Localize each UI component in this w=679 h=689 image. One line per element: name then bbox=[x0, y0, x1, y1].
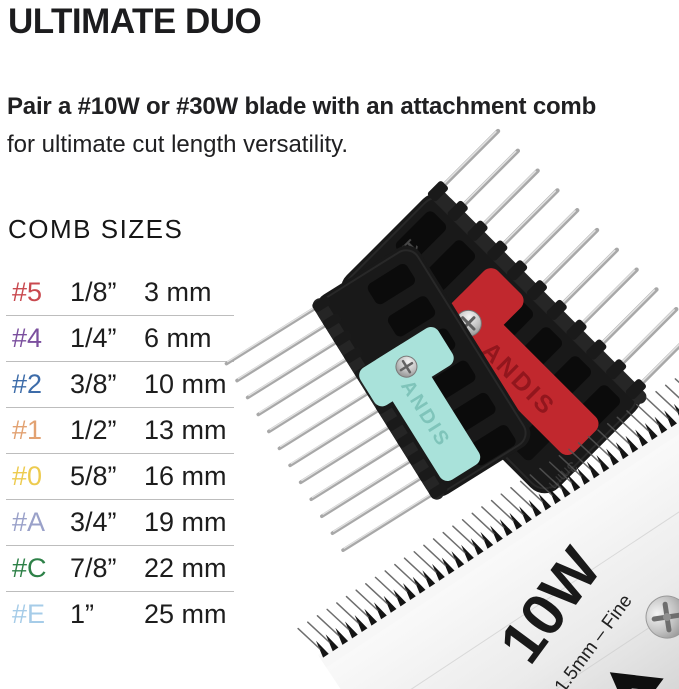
comb-size-row: #E 1” 25 mm bbox=[6, 592, 234, 637]
comb-size-row: #0 5/8” 16 mm bbox=[6, 454, 234, 500]
small-comb-screw-icon bbox=[395, 355, 418, 378]
comb-number: #4 bbox=[12, 323, 43, 353]
comb-number: #1 bbox=[12, 415, 43, 445]
comb-number: #5 bbox=[12, 277, 43, 307]
comb-size-inches: 1” bbox=[70, 599, 95, 629]
large-comb-mm-marking: 3mm bbox=[545, 458, 581, 494]
comb-size-row: #C 7/8” 22 mm bbox=[6, 546, 234, 592]
large-comb-body bbox=[340, 193, 642, 494]
comb-size-mm: 22 mm bbox=[144, 553, 227, 583]
large-comb-inch-marking: 1/8 bbox=[389, 234, 423, 268]
small-comb-teeth bbox=[224, 306, 434, 552]
comb-sizes-heading: COMB SIZES bbox=[8, 214, 184, 244]
small-comb: ANDIS bbox=[224, 245, 531, 552]
blade: 10W 1.5mm – Fine bbox=[297, 362, 679, 689]
comb-size-row: #4 1/4” 6 mm bbox=[6, 316, 234, 362]
comb-size-mm: 3 mm bbox=[144, 277, 212, 307]
comb-size-mm: 16 mm bbox=[144, 461, 227, 491]
comb-number: #2 bbox=[12, 369, 43, 399]
andis-logo-mark bbox=[609, 672, 664, 689]
small-comb-clip bbox=[359, 327, 481, 481]
large-comb-teeth bbox=[435, 128, 679, 392]
comb-number: #0 bbox=[12, 461, 43, 491]
large-comb-clip bbox=[413, 268, 599, 456]
small-comb-brand-text: ANDIS bbox=[396, 376, 454, 451]
comb-size-mm: 13 mm bbox=[144, 415, 227, 445]
page-title: ULTIMATE DUO bbox=[8, 2, 262, 41]
comb-size-mm: 10 mm bbox=[144, 369, 227, 399]
comb-number: #A bbox=[12, 507, 46, 537]
comb-size-mm: 25 mm bbox=[144, 599, 227, 629]
comb-size-inches: 1/2” bbox=[70, 415, 117, 445]
blade-screw-icon bbox=[645, 595, 679, 639]
comb-number: #C bbox=[12, 553, 47, 583]
comb-size-inches: 3/4” bbox=[70, 507, 117, 537]
comb-number: #E bbox=[12, 599, 46, 629]
blade-size-label: 10W bbox=[487, 536, 614, 675]
blade-body bbox=[318, 362, 679, 689]
large-comb-screw-icon bbox=[454, 309, 482, 337]
blade-spec-label: 1.5mm – Fine bbox=[551, 591, 637, 689]
comb-size-inches: 5/8” bbox=[70, 461, 117, 491]
comb-size-mm: 6 mm bbox=[144, 323, 212, 353]
large-comb-brand-text: ANDIS bbox=[476, 337, 561, 422]
comb-size-row: #2 3/8” 10 mm bbox=[6, 362, 234, 408]
intro-text: Pair a #10W or #30W blade with an attach… bbox=[7, 88, 596, 164]
intro-line1: Pair a #10W or #30W blade with an attach… bbox=[7, 93, 597, 120]
comb-size-inches: 1/4” bbox=[70, 323, 117, 353]
comb-size-row: #A 3/4” 19 mm bbox=[6, 500, 234, 546]
comb-size-inches: 1/8” bbox=[70, 277, 117, 307]
comb-size-row: #5 1/8” 3 mm bbox=[6, 270, 234, 316]
comb-size-mm: 19 mm bbox=[144, 507, 227, 537]
comb-size-table: #5 1/8” 3 mm #4 1/4” 6 mm #2 3/8” 10 mm … bbox=[6, 270, 234, 637]
comb-size-inches: 3/8” bbox=[70, 369, 117, 399]
large-comb: 1/8 3mm ANDIS bbox=[340, 128, 679, 494]
intro-line2: for ultimate cut length versatility. bbox=[7, 131, 349, 158]
small-comb-body bbox=[316, 245, 531, 497]
comb-size-row: #1 1/2” 13 mm bbox=[6, 408, 234, 454]
blade-teeth bbox=[297, 378, 679, 658]
comb-size-inches: 7/8” bbox=[70, 553, 117, 583]
